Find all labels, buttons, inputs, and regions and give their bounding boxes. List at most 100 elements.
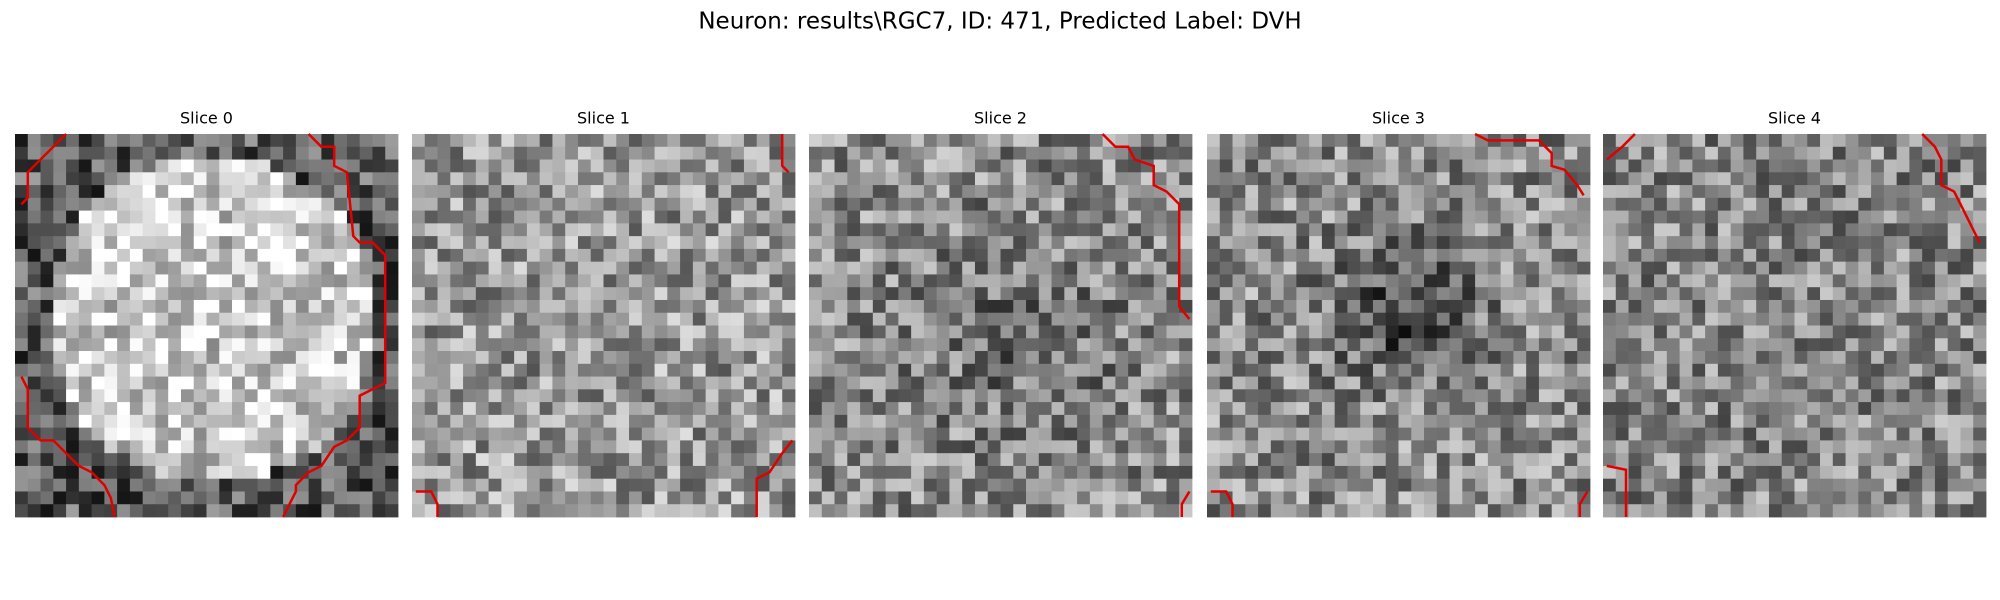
pixel	[1487, 325, 1502, 339]
pixel	[641, 146, 655, 160]
pixel	[1385, 134, 1399, 148]
pixel	[1219, 146, 1233, 160]
pixel	[270, 427, 284, 441]
pixel	[1756, 197, 1770, 211]
pixel	[1102, 261, 1116, 275]
pixel	[974, 223, 989, 237]
pixel	[1973, 414, 1987, 429]
pixel	[1500, 363, 1514, 377]
pixel	[1820, 248, 1834, 263]
pixel	[1564, 159, 1578, 173]
pixel	[654, 159, 668, 173]
pixel	[936, 172, 950, 186]
pixel	[872, 427, 886, 441]
pixel	[193, 465, 207, 480]
pixel	[1102, 325, 1116, 339]
pixel	[1026, 210, 1040, 224]
pixel	[1462, 312, 1476, 326]
pixel	[847, 261, 861, 275]
pixel	[1360, 134, 1374, 148]
pixel	[1564, 248, 1578, 263]
pixel	[1717, 287, 1732, 301]
pixel	[1538, 248, 1553, 263]
pixel	[1960, 248, 1974, 263]
pixel	[1871, 363, 1885, 377]
pixel	[308, 236, 322, 250]
pixel	[1360, 363, 1374, 377]
pixel	[756, 185, 770, 199]
pixel	[692, 210, 707, 224]
pixel	[552, 261, 566, 275]
pixel	[1013, 197, 1027, 211]
pixel	[1909, 351, 1923, 365]
pixel	[809, 427, 823, 441]
pixel	[1245, 172, 1259, 186]
pixel	[692, 376, 707, 390]
pixel	[911, 440, 925, 454]
pixel	[782, 197, 796, 211]
pixel	[962, 299, 976, 314]
pixel	[1756, 287, 1770, 301]
pixel	[1628, 363, 1642, 377]
pixel	[129, 185, 144, 199]
pixel	[1768, 453, 1783, 467]
pixel	[641, 299, 655, 314]
pixel	[257, 338, 271, 352]
pixel	[577, 134, 592, 148]
pixel	[1922, 465, 1936, 480]
pixel	[1258, 402, 1272, 416]
pixel	[974, 440, 989, 454]
pixel	[552, 504, 566, 518]
pixel	[1026, 491, 1040, 505]
pixel	[705, 453, 719, 467]
pixel	[424, 197, 438, 211]
pixel	[1705, 440, 1719, 454]
pixel	[1781, 414, 1795, 429]
pixel	[1781, 504, 1795, 518]
pixel	[1270, 363, 1284, 377]
pixel	[1462, 223, 1476, 237]
pixel	[834, 299, 848, 314]
pixel	[1360, 210, 1374, 224]
pixel	[129, 146, 144, 160]
pixel	[193, 159, 207, 173]
pixel	[1013, 248, 1027, 263]
pixel	[667, 210, 681, 224]
pixel	[1705, 453, 1719, 467]
pixel	[821, 146, 835, 160]
pixel	[27, 440, 41, 454]
pixel	[1603, 414, 1617, 429]
pixel	[577, 299, 592, 314]
pixel	[1207, 261, 1221, 275]
pixel	[359, 440, 373, 454]
pixel	[834, 427, 848, 441]
pixel	[15, 185, 29, 199]
pixel	[129, 248, 144, 263]
pixel	[1756, 312, 1770, 326]
pixel	[821, 402, 835, 416]
pixel	[577, 504, 592, 518]
pixel	[1730, 299, 1744, 314]
pixel	[654, 504, 668, 518]
pixel	[359, 299, 373, 314]
pixel	[1360, 287, 1374, 301]
pixel	[680, 351, 694, 365]
pixel	[1245, 338, 1259, 352]
slice-panel	[15, 133, 399, 518]
pixel	[15, 504, 29, 518]
pixel	[743, 453, 758, 467]
pixel	[577, 287, 592, 301]
pixel	[1309, 287, 1323, 301]
pixel	[1077, 465, 1091, 480]
pixel	[641, 223, 655, 237]
pixel	[1283, 134, 1297, 148]
pixel	[334, 299, 348, 314]
pixel	[1500, 440, 1514, 454]
pixel	[155, 210, 169, 224]
pixel	[450, 427, 464, 441]
pixel	[219, 389, 233, 403]
pixel	[1398, 363, 1412, 377]
pixel	[1166, 287, 1180, 301]
pixel	[1064, 504, 1078, 518]
pixel	[129, 363, 144, 377]
